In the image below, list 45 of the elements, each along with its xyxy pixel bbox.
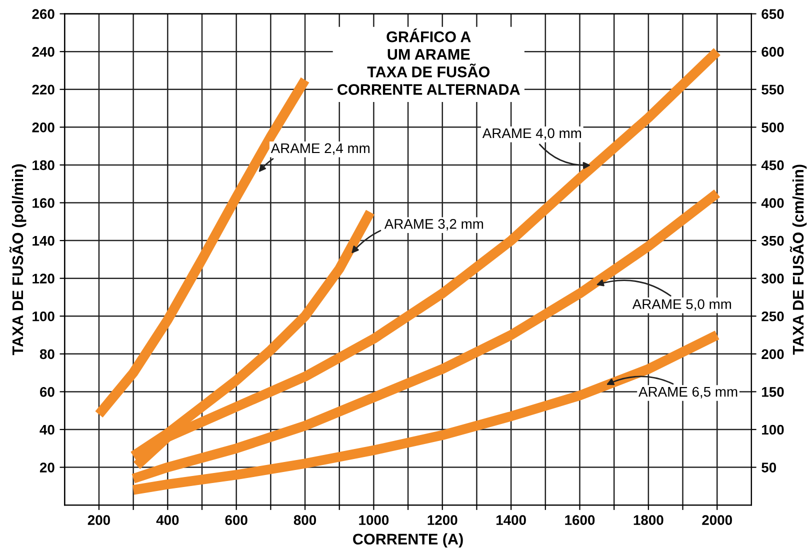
- y-tick-label: 200: [32, 122, 54, 132]
- text: GRÁFICO A UM ARAME TAXA DE FUSÃO CORRENTE ALTERNADA: [338, 28, 520, 95]
- y2-tick-label: 600: [762, 46, 784, 57]
- x-tick-label: 600: [225, 515, 248, 526]
- y-tick-label: 140: [32, 236, 54, 246]
- annotation: ARAME 2,4 mm: [270, 143, 370, 155]
- x-axis-title: CORRENTE (A): [353, 533, 463, 548]
- y-tick-label: 260: [32, 9, 54, 19]
- y2-tick-label: 350: [761, 236, 784, 246]
- y-tick-label: 80: [40, 349, 54, 360]
- y-tick-label: 240: [32, 46, 54, 57]
- annotation: ARAME 5,0 mm: [632, 299, 732, 311]
- y2-axis-title: TAXA DE FUSÃO (cm/min): [790, 164, 807, 355]
- x-tick-label: 800: [294, 515, 316, 526]
- annotation: ARAME 6,5 mm: [638, 386, 738, 398]
- y2-tick-label: 50: [762, 462, 776, 472]
- y-tick-label: 160: [32, 198, 54, 208]
- x-tick-label: 1800: [634, 515, 664, 526]
- y2-tick-label: 550: [762, 84, 784, 95]
- x-tick-label: 400: [156, 515, 179, 526]
- y2-tick-label: 300: [761, 274, 784, 284]
- y-axis-title: TAXA DE FUSÃO (pol/min): [9, 164, 26, 356]
- annotation: ARAME 3,2 mm: [384, 219, 484, 230]
- y2-tick-label: 150: [762, 387, 784, 397]
- x-tick-label: 1400: [496, 515, 526, 526]
- y2-tick-label: 500: [762, 122, 784, 132]
- x-tick-label: 2000: [702, 515, 732, 526]
- x-tick-label: 1600: [565, 515, 595, 526]
- y2-tick-label: 250: [762, 311, 784, 322]
- y2-tick-label: 200: [762, 349, 784, 360]
- x-tick-label: 1200: [428, 515, 458, 526]
- annotation: ARAME 4,0 mm: [482, 128, 582, 140]
- y2-tick-label: 400: [761, 198, 784, 208]
- y2-tick-label: 650: [762, 9, 784, 19]
- y-tick-label: 100: [32, 311, 54, 322]
- y-tick-label: 20: [40, 462, 54, 472]
- y-tick-label: 60: [40, 387, 54, 397]
- y-tick-label: 220: [32, 84, 54, 95]
- x-tick-label: 1000: [359, 515, 389, 526]
- y-tick-label: 120: [32, 274, 54, 284]
- x-tick-label: 200: [88, 515, 110, 526]
- y2-tick-label: 100: [762, 424, 784, 435]
- y2-tick-label: 450: [761, 160, 784, 170]
- y-tick-label: 180: [32, 160, 54, 170]
- y-tick-label: 40: [40, 424, 54, 435]
